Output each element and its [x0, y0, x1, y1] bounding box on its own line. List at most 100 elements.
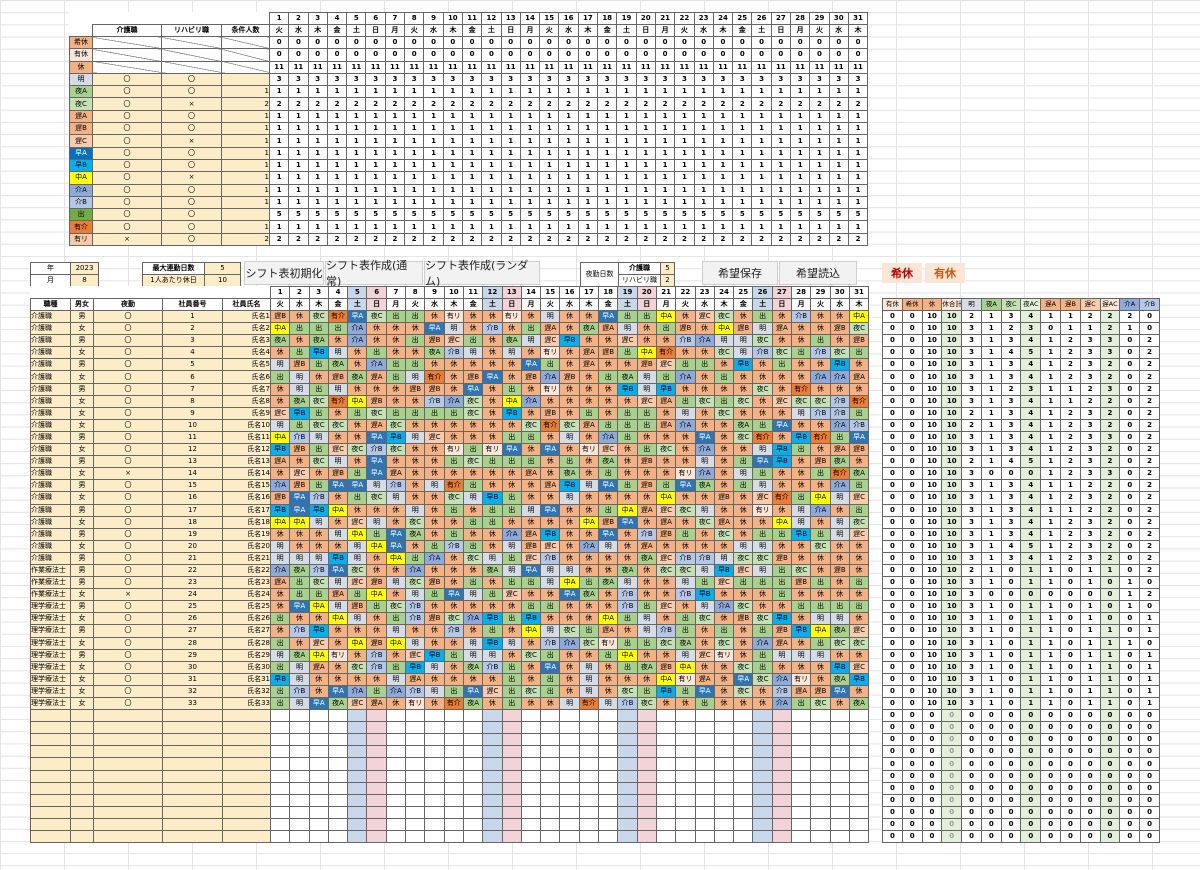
requirement-rehab[interactable]: 〇: [161, 195, 222, 210]
shift-cell[interactable]: 遅B: [733, 322, 754, 336]
shift-cell[interactable]: 出: [636, 636, 657, 650]
empty-shift-cell[interactable]: [520, 769, 542, 783]
shift-cell[interactable]: 早A: [308, 696, 329, 711]
shift-cell[interactable]: 介B: [791, 309, 812, 324]
shift-cell[interactable]: 休: [848, 563, 870, 578]
shift-cell[interactable]: 休: [308, 467, 329, 481]
shift-cell[interactable]: 夜A: [482, 563, 503, 578]
shift-cell[interactable]: 休: [810, 660, 831, 674]
shift-cell[interactable]: 介A: [347, 322, 368, 336]
empty-shift-cell[interactable]: [269, 817, 291, 832]
shift-cell[interactable]: 出: [520, 430, 542, 445]
empty-shift-cell[interactable]: [520, 817, 542, 832]
shift-cell[interactable]: 休: [733, 527, 754, 541]
shift-cell[interactable]: 介A: [694, 334, 715, 348]
shift-cell[interactable]: 休: [810, 443, 831, 457]
shift-cell[interactable]: 休: [791, 418, 812, 432]
shift-cell[interactable]: 早A: [829, 684, 850, 699]
requirement-cond[interactable]: 1: [221, 109, 270, 124]
shift-cell[interactable]: 出: [636, 443, 657, 457]
shift-cell[interactable]: 介B: [308, 491, 329, 505]
empty-shift-cell[interactable]: [694, 817, 715, 832]
shift-cell[interactable]: 早A: [462, 382, 484, 396]
shift-cell[interactable]: 明: [327, 600, 349, 614]
shift-cell[interactable]: 休: [327, 334, 349, 348]
shift-cell[interactable]: 出: [655, 370, 677, 384]
shift-cell[interactable]: 夜C: [713, 346, 735, 360]
requirement-cond[interactable]: [221, 208, 270, 222]
shift-cell[interactable]: 遅A: [366, 696, 387, 711]
shift-cell[interactable]: 休: [733, 624, 754, 638]
shift-cell[interactable]: 出: [810, 636, 831, 650]
shift-cell[interactable]: 介B: [424, 394, 445, 408]
shift-cell[interactable]: 出: [501, 382, 522, 396]
shift-cell[interactable]: 中A: [366, 588, 387, 602]
shift-cell[interactable]: 出: [501, 696, 522, 711]
shift-cell[interactable]: 休: [733, 648, 754, 662]
shift-cell[interactable]: 休: [675, 455, 696, 469]
empty-shift-cell[interactable]: [405, 805, 426, 819]
empty-shift-cell[interactable]: [269, 769, 291, 783]
empty-shift-cell[interactable]: [269, 721, 291, 735]
shift-cell[interactable]: 休: [655, 334, 677, 348]
empty-shift-cell[interactable]: [791, 781, 812, 795]
shift-cell[interactable]: 有介: [327, 309, 349, 324]
empty-shift-cell[interactable]: [598, 805, 619, 819]
shift-cell[interactable]: 休: [443, 636, 464, 650]
shift-cell[interactable]: 介A: [752, 636, 773, 650]
shift-cell[interactable]: 介B: [617, 600, 638, 614]
empty-shift-cell[interactable]: [829, 757, 850, 771]
empty-shift-cell[interactable]: [347, 805, 368, 819]
shift-cell[interactable]: 介A: [559, 636, 580, 650]
shift-cell[interactable]: 夜C: [810, 696, 831, 711]
empty-shift-cell[interactable]: [810, 757, 831, 771]
shift-cell[interactable]: 休: [501, 322, 522, 336]
empty-shift-cell[interactable]: [713, 781, 735, 795]
empty-shift-cell[interactable]: [559, 817, 580, 832]
shift-cell[interactable]: 休: [810, 479, 831, 493]
shift-cell[interactable]: 出: [675, 527, 696, 541]
shift-cell[interactable]: 遅B: [771, 624, 793, 638]
empty-shift-cell[interactable]: [269, 757, 291, 771]
shift-cell[interactable]: 遅C: [752, 491, 773, 505]
shift-cell[interactable]: 夜C: [810, 539, 831, 553]
shift-cell[interactable]: 明: [559, 491, 580, 505]
shift-cell[interactable]: 出: [366, 527, 387, 541]
empty-shift-cell[interactable]: [752, 793, 773, 807]
shift-cell[interactable]: 休: [385, 588, 407, 602]
shift-cell[interactable]: 出: [578, 406, 600, 420]
shift-cell[interactable]: 早B: [771, 443, 793, 457]
empty-shift-cell[interactable]: [405, 769, 426, 783]
shift-cell[interactable]: 出: [482, 455, 503, 469]
shift-cell[interactable]: 遅C: [520, 551, 542, 565]
shift-cell[interactable]: 早A: [385, 539, 407, 553]
shift-cell[interactable]: 出: [405, 406, 426, 420]
shift-cell[interactable]: 休: [578, 394, 600, 408]
empty-shift-cell[interactable]: [347, 745, 368, 759]
shift-cell[interactable]: 休: [578, 600, 600, 614]
shift-cell[interactable]: 休: [578, 648, 600, 662]
shift-cell[interactable]: 明: [578, 672, 600, 686]
shift-cell[interactable]: 夜A: [289, 563, 310, 578]
shift-cell[interactable]: 明: [501, 636, 522, 650]
shift-cell[interactable]: 明: [540, 563, 561, 578]
shift-cell[interactable]: 出: [501, 455, 522, 469]
shift-cell[interactable]: 夜C: [848, 636, 870, 650]
empty-shift-cell[interactable]: [385, 709, 407, 723]
shift-cell[interactable]: 出: [385, 612, 407, 626]
shift-cell[interactable]: 明: [791, 503, 812, 517]
empty-shift-cell[interactable]: [617, 721, 638, 735]
empty-shift-cell[interactable]: [385, 769, 407, 783]
empty-shift-cell[interactable]: [289, 805, 310, 819]
shift-cell[interactable]: 夜A: [617, 563, 638, 578]
shift-cell[interactable]: 遅A: [269, 455, 291, 469]
shift-cell[interactable]: 夜C: [829, 636, 850, 650]
shift-cell[interactable]: 休: [482, 576, 503, 590]
empty-shift-cell[interactable]: [347, 793, 368, 807]
empty-shift-cell[interactable]: [385, 733, 407, 747]
empty-shift-cell[interactable]: [520, 793, 542, 807]
empty-shift-cell[interactable]: [578, 817, 600, 832]
empty-shift-cell[interactable]: [810, 781, 831, 795]
shift-cell[interactable]: 出: [366, 684, 387, 699]
shift-cell[interactable]: 休: [636, 491, 657, 505]
